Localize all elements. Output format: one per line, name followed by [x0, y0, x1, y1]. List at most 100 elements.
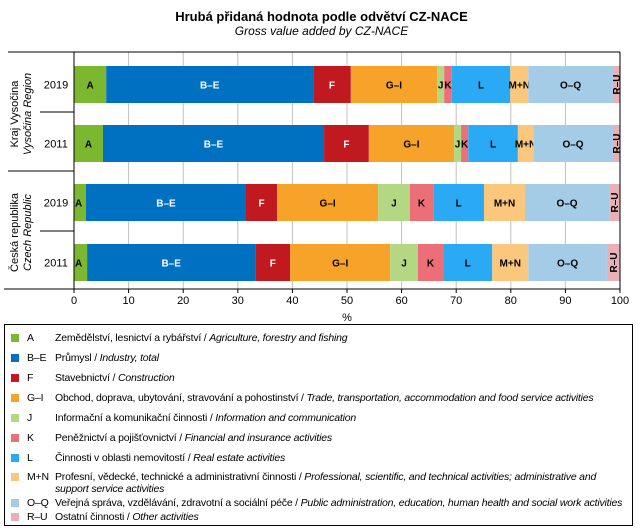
data-label: J	[438, 81, 444, 92]
data-label: A	[75, 199, 82, 210]
x-tick-label: 70	[450, 295, 462, 307]
bar-segment	[368, 125, 455, 162]
bar-segment	[106, 66, 314, 103]
chart-title: Hrubá přidaná hodnota podle odvětví CZ-N…	[175, 9, 468, 24]
bar-segment	[277, 184, 379, 221]
data-label: A	[85, 140, 92, 151]
chart-frame	[4, 51, 621, 290]
x-axis-ticks: 0 10 20 30 40 50 60 70 80 90 100	[71, 289, 629, 307]
bar-segment	[484, 184, 525, 221]
data-label: O–Q	[560, 81, 581, 92]
legend-code: A	[27, 332, 34, 344]
legend-text: Průmysl / Industry, total	[55, 352, 159, 364]
bar-segment	[443, 244, 493, 281]
bar-segment	[612, 66, 620, 103]
bar-segment	[444, 66, 452, 103]
bar-segment	[433, 184, 485, 221]
bar-segment	[510, 66, 529, 103]
data-label: J	[455, 140, 461, 151]
bar-segment	[74, 125, 103, 162]
data-label: B–E	[156, 199, 176, 210]
legend-text-cs: Zemědělství, lesnictví a rybářství /	[55, 332, 210, 344]
legend-text-en: Industry, total	[99, 352, 159, 364]
legend-text-en: Real estate activities	[193, 452, 286, 464]
x-tick-label: 20	[177, 295, 189, 307]
x-tick-label: 50	[341, 295, 353, 307]
data-label: M+N	[509, 81, 530, 92]
bar-segment	[528, 244, 607, 281]
legend-swatch	[11, 454, 19, 462]
x-axis-label: %	[342, 312, 352, 322]
bar-segment	[350, 66, 438, 103]
data-label: B–E	[200, 81, 220, 92]
legend-code: F	[27, 372, 34, 384]
data-label: F	[343, 140, 349, 151]
legend-swatch	[11, 354, 19, 362]
legend-text-en: support service activities	[55, 483, 165, 495]
legend-text: Stavebnictví / Construction	[55, 372, 175, 384]
bar-segment	[390, 244, 418, 281]
chart-subtitle: Gross value added by CZ-NACE	[234, 24, 409, 38]
data-label: R–U	[612, 74, 623, 94]
bar-segment	[468, 125, 518, 162]
bar-segment	[517, 125, 534, 162]
data-label: A	[75, 259, 82, 270]
legend-code: R–U	[27, 511, 48, 523]
bar-segment	[417, 244, 444, 281]
x-tick-label: 90	[559, 295, 571, 307]
legend-text-cs: Profesní, vědecké, technické a administr…	[55, 471, 305, 483]
group-label-en: Czech Republic	[22, 193, 34, 271]
bar-segment	[492, 244, 529, 281]
legend-text: Ostatní činnosti / Other activities	[55, 511, 199, 523]
legend-text: Činnosti v oblasti nemovitostí / Real es…	[55, 452, 285, 464]
bar-segment	[451, 66, 511, 103]
x-tick-label: 80	[505, 295, 517, 307]
legend-swatch	[11, 513, 19, 521]
data-label: R–U	[609, 252, 620, 272]
legend-code: M+N	[27, 471, 49, 483]
bar-segment	[533, 125, 613, 162]
group-label-cs: Kraj Vysočina	[9, 80, 21, 148]
legend-text-cs: Informační a komunikační činnosti /	[55, 412, 216, 424]
legend-text-en: Other activities	[132, 511, 199, 523]
legend-swatch	[11, 414, 19, 422]
data-label: L	[490, 140, 496, 151]
bar-segment	[461, 125, 469, 162]
bar-segment	[87, 244, 256, 281]
legend-text: Peněžnictví a pojišťovnictví / Financial…	[55, 432, 332, 444]
data-label: L	[456, 199, 462, 210]
data-label: B–E	[161, 259, 181, 270]
data-label: O–Q	[562, 140, 583, 151]
legend: A Zemědělství, lesnictví a rybářství / Ag…	[4, 324, 633, 526]
legend-text: Profesní, vědecké, technické a administr…	[55, 471, 596, 495]
legend-text-cs: Obchod, doprava, ubytování, stravování a…	[55, 392, 307, 404]
data-label: F	[258, 199, 264, 210]
data-label: L	[465, 259, 471, 270]
legend-text-en: Agriculture, forestry and fishing	[209, 332, 348, 344]
data-label: O–Q	[557, 259, 578, 270]
legend-text: Zemědělství, lesnictví a rybářství / Agr…	[55, 332, 348, 344]
x-tick-label: 40	[286, 295, 298, 307]
bar-segment	[313, 66, 351, 103]
bar-segment	[606, 244, 620, 281]
x-tick-label: 60	[395, 295, 407, 307]
legend-code: K	[27, 432, 34, 444]
data-label: M+N	[500, 259, 521, 270]
data-label: G–I	[332, 259, 348, 270]
bar-segment	[378, 184, 410, 221]
legend-swatch	[11, 394, 19, 402]
data-label: G–I	[403, 140, 419, 151]
y-axis-labels: 2019 2011 Kraj Vysočina Vysočina Region 2019…	[8, 73, 68, 272]
data-label: M+N	[494, 199, 515, 210]
legend-text-en: Professional, scientific, and technical …	[304, 471, 597, 483]
legend-swatch	[11, 499, 19, 507]
data-label: R–U	[610, 192, 621, 212]
legend-text: Obchod, doprava, ubytování, stravování a…	[55, 392, 594, 404]
bar-segment	[609, 184, 620, 221]
legend-code: B–E	[27, 352, 47, 364]
bar-segment	[454, 125, 462, 162]
legend-text-cs: Veřejná správa, vzdělávání, zdravotní a …	[55, 497, 301, 509]
x-tick-label: 10	[122, 295, 134, 307]
bar-segment	[86, 184, 246, 221]
legend-code: G–I	[27, 392, 44, 404]
